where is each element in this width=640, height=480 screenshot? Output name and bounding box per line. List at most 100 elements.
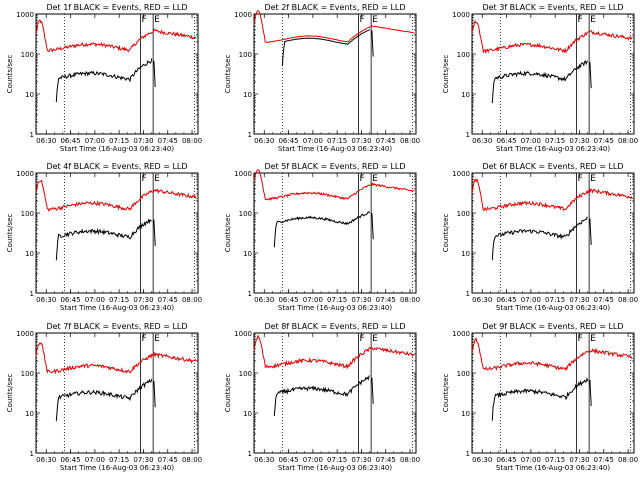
- time-marker-label: E: [590, 334, 596, 344]
- y-tick-label: 1: [30, 450, 34, 458]
- y-tick-label: 10: [243, 91, 252, 99]
- x-tick-label: 07:15: [545, 137, 565, 145]
- y-tick-label: 1: [466, 290, 470, 298]
- y-tick-label: 100: [457, 51, 470, 59]
- x-tick-label: 08:00: [400, 137, 420, 145]
- x-tick-label: 06:45: [496, 296, 516, 304]
- panel-8: Det 8f BLACK = Events, RED = LLD 1 10 100 10…: [224, 322, 420, 472]
- time-marker-label: F: [359, 174, 364, 184]
- plot-frame: [253, 13, 417, 135]
- time-marker-label: F: [141, 334, 146, 344]
- panel-3: Det 3f BLACK = Events, RED = LLD 1 10 100 10…: [442, 3, 638, 153]
- y-tick-label: 1: [30, 290, 34, 298]
- x-tick-label: 06:30: [254, 296, 274, 304]
- series-events-line: [273, 211, 374, 248]
- panel-4: Det 4f BLACK = Events, RED = LLD 1 10 100 10…: [6, 162, 202, 312]
- y-axis-label: Counts/sec: [6, 214, 14, 253]
- series-lld-line: [253, 169, 415, 201]
- y-tick-label: 10: [461, 250, 470, 258]
- x-tick-label: 07:00: [85, 456, 105, 464]
- series-events-line: [273, 375, 374, 417]
- series-lld-line: [35, 179, 197, 213]
- x-axis-label: Start Time (16-Aug-03 06:23:40): [278, 304, 392, 312]
- y-tick-label: 100: [457, 210, 470, 218]
- x-tick-label: 08:00: [182, 296, 202, 304]
- x-tick-label: 08:00: [400, 296, 420, 304]
- x-tick-label: 07:00: [303, 137, 323, 145]
- time-marker-label: E: [372, 15, 378, 25]
- panel-title: Det 6f BLACK = Events, RED = LLD: [482, 162, 623, 171]
- y-tick-label: 1000: [16, 170, 34, 178]
- x-axis-label: Start Time (16-Aug-03 06:23:40): [60, 304, 174, 312]
- y-tick-label: 10: [243, 250, 252, 258]
- y-tick-label: 1: [30, 131, 34, 139]
- panel-7: Det 7f BLACK = Events, RED = LLD 1 10 100 10…: [6, 322, 202, 472]
- x-tick-label: 07:15: [545, 296, 565, 304]
- x-tick-label: 06:45: [496, 456, 516, 464]
- y-tick-label: 10: [243, 410, 252, 418]
- x-tick-label: 07:15: [109, 137, 129, 145]
- x-tick-label: 07:30: [569, 137, 589, 145]
- panel-title: Det 4f BLACK = Events, RED = LLD: [46, 162, 187, 171]
- x-tick-label: 07:15: [545, 456, 565, 464]
- x-tick-label: 07:45: [594, 296, 614, 304]
- x-tick-label: 08:00: [400, 456, 420, 464]
- time-marker-label: F: [359, 334, 364, 344]
- x-tick-label: 07:30: [569, 456, 589, 464]
- series-lld-line: [471, 337, 633, 372]
- x-tick-label: 06:30: [472, 456, 492, 464]
- y-tick-label: 100: [239, 210, 252, 218]
- x-tick-label: 06:30: [254, 137, 274, 145]
- y-tick-label: 10: [461, 91, 470, 99]
- x-tick-label: 07:45: [594, 137, 614, 145]
- y-tick-label: 100: [239, 370, 252, 378]
- y-tick-label: 100: [21, 51, 34, 59]
- plot-frame: [35, 13, 199, 135]
- y-axis-label: Counts/sec: [224, 374, 232, 413]
- time-marker-label: F: [577, 334, 582, 344]
- time-marker-label: F: [141, 174, 146, 184]
- x-tick-label: 07:00: [521, 296, 541, 304]
- y-axis-label: Counts/sec: [442, 214, 450, 253]
- x-axis-label: Start Time (16-Aug-03 06:23:40): [60, 464, 174, 472]
- y-axis-label: Counts/sec: [442, 374, 450, 413]
- time-marker-label: F: [359, 15, 364, 25]
- y-tick-label: 1000: [452, 170, 470, 178]
- y-tick-label: 100: [457, 370, 470, 378]
- plot-frame: [471, 332, 635, 454]
- x-tick-label: 06:30: [472, 137, 492, 145]
- y-axis-label: Counts/sec: [6, 55, 14, 94]
- y-tick-label: 1: [248, 290, 252, 298]
- panel-title: Det 5f BLACK = Events, RED = LLD: [264, 162, 405, 171]
- y-tick-label: 1: [466, 131, 470, 139]
- x-tick-label: 07:45: [158, 137, 178, 145]
- y-tick-label: 10: [25, 410, 34, 418]
- x-axis-label: Start Time (16-Aug-03 06:23:40): [496, 464, 610, 472]
- x-axis-label: Start Time (16-Aug-03 06:23:40): [496, 304, 610, 312]
- x-axis-label: Start Time (16-Aug-03 06:23:40): [278, 464, 392, 472]
- plot-frame: [471, 13, 635, 135]
- x-tick-label: 06:45: [60, 456, 80, 464]
- series-lld-line: [471, 178, 633, 212]
- panel-5: Det 5f BLACK = Events, RED = LLD 1 10 100 10…: [224, 162, 420, 312]
- x-tick-label: 07:00: [521, 137, 541, 145]
- x-tick-label: 06:45: [278, 137, 298, 145]
- plot-frame: [253, 332, 417, 454]
- x-tick-label: 06:45: [278, 296, 298, 304]
- series-lld-line: [35, 341, 197, 375]
- x-tick-label: 07:30: [569, 296, 589, 304]
- time-marker-label: E: [154, 15, 160, 25]
- time-marker-label: F: [577, 15, 582, 25]
- panel-2: Det 2f BLACK = Events, RED = LLD 1 10 100 10…: [224, 3, 420, 153]
- panel-title: Det 8f BLACK = Events, RED = LLD: [264, 322, 405, 331]
- x-tick-label: 06:45: [278, 456, 298, 464]
- x-axis-label: Start Time (16-Aug-03 06:23:40): [60, 145, 174, 153]
- y-tick-label: 100: [21, 210, 34, 218]
- x-tick-label: 06:45: [60, 137, 80, 145]
- x-tick-label: 08:00: [618, 456, 638, 464]
- x-tick-label: 06:30: [472, 296, 492, 304]
- x-tick-label: 07:30: [133, 456, 153, 464]
- plot-frame: [35, 332, 199, 454]
- x-tick-label: 07:30: [133, 296, 153, 304]
